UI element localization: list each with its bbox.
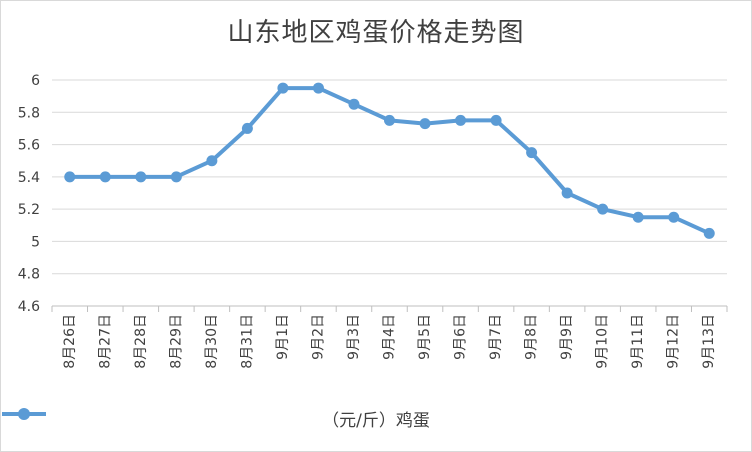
data-point	[597, 203, 609, 215]
x-tick-label: 8月30日	[204, 314, 220, 369]
x-tick-label: 9月11日	[630, 314, 646, 369]
data-point	[455, 114, 467, 126]
legend-marker	[2, 408, 46, 420]
data-point	[99, 171, 111, 183]
y-tick-label: 4.6	[18, 299, 40, 315]
x-tick-label: 9月2日	[310, 314, 326, 360]
x-tick-label: 9月13日	[701, 314, 717, 369]
plot-area	[64, 82, 715, 239]
x-tick-label: 9月3日	[346, 314, 362, 360]
chart-title: 山东地区鸡蛋价格走势图	[227, 18, 525, 48]
x-tick-label: 8月28日	[133, 314, 149, 369]
x-tick-label: 8月26日	[62, 314, 78, 369]
legend-label: （元/斤）鸡蛋	[322, 411, 430, 431]
x-tick-label: 9月9日	[559, 314, 575, 360]
series-line	[69, 86, 711, 236]
data-point	[526, 147, 538, 159]
y-tick-label: 5.4	[18, 170, 40, 186]
x-tick-label: 9月10日	[595, 314, 611, 369]
x-axis: 8月26日 8月27日 8月28日 8月29日 8月30日 8月31日 9月1日 9月2日 9月…	[51, 305, 728, 369]
x-tick-label: 9月8日	[524, 314, 540, 360]
x-tick-label: 9月6日	[453, 314, 469, 360]
x-tick-label: 9月12日	[666, 314, 682, 369]
x-tick-label: 9月4日	[382, 314, 398, 360]
data-point	[241, 122, 253, 134]
data-point	[348, 98, 360, 110]
x-tick-label: 8月29日	[168, 314, 184, 369]
data-point	[384, 114, 395, 126]
x-tick-label: 8月27日	[97, 314, 113, 369]
y-tick-label: 5	[31, 234, 40, 250]
gridlines	[52, 79, 727, 307]
y-tick-label: 5.2	[18, 202, 40, 218]
x-tick-label: 9月7日	[488, 314, 504, 360]
legend: （元/斤）鸡蛋	[0, 406, 752, 431]
x-tick-label: 9月1日	[275, 314, 291, 360]
data-point	[703, 227, 715, 239]
data-point	[668, 211, 680, 223]
y-tick-label: 5.6	[18, 138, 40, 154]
data-point	[561, 187, 573, 199]
x-tick-label: 9月5日	[417, 314, 433, 360]
data-point	[277, 82, 289, 94]
y-tick-label: 6	[31, 73, 40, 89]
x-tick-label: 8月31日	[239, 314, 255, 369]
y-axis: 4.6 4.8 5 5.2 5.4 5.6 5.8 6	[18, 73, 40, 315]
data-point	[206, 155, 218, 167]
data-point	[64, 171, 76, 183]
data-point	[312, 82, 324, 94]
y-tick-label: 5.8	[18, 105, 40, 121]
data-point	[632, 211, 644, 223]
data-point	[135, 171, 147, 183]
data-point	[170, 171, 182, 183]
y-tick-label: 4.8	[18, 267, 40, 283]
data-point	[419, 118, 431, 130]
data-point	[490, 114, 502, 126]
